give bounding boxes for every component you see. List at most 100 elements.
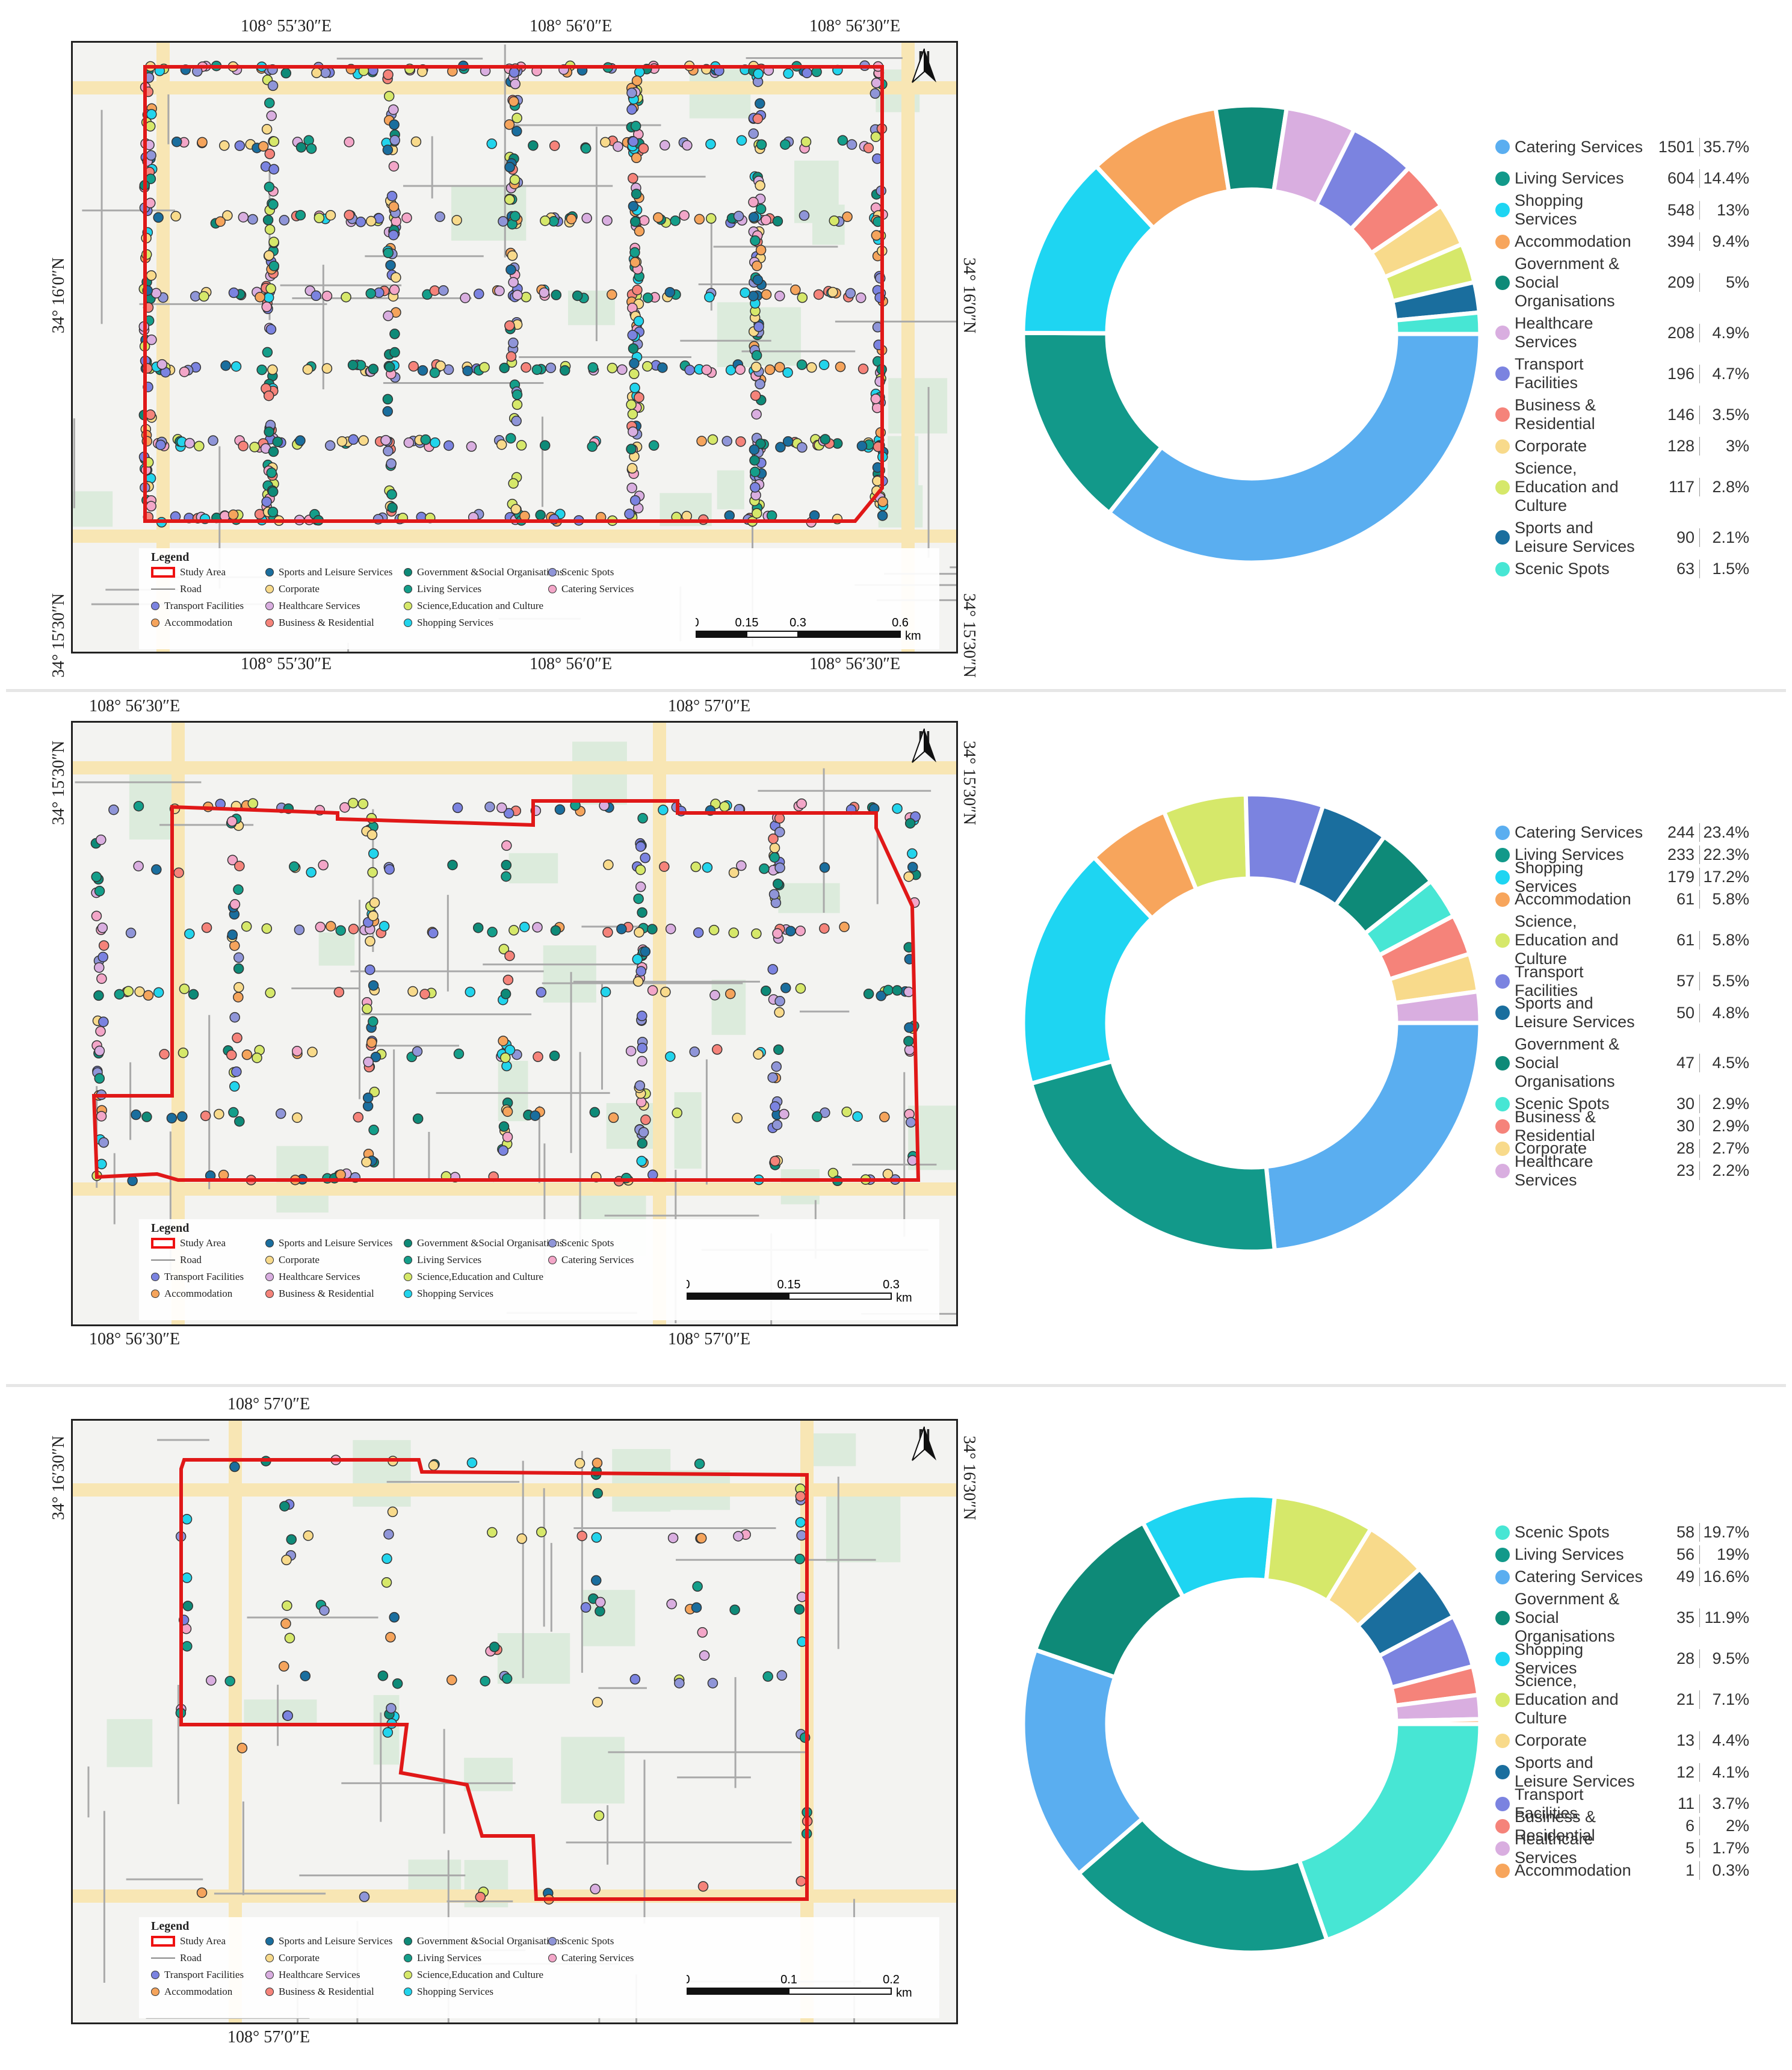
donut-slice-catering-services	[1264, 1021, 1483, 1253]
poi-point	[233, 992, 244, 1003]
poi-point	[696, 436, 707, 446]
poi-point	[247, 214, 258, 225]
poi-point	[302, 364, 314, 375]
poi-point	[383, 310, 394, 321]
legend-percent: 1.7%	[1712, 1839, 1749, 1857]
poi-point	[264, 224, 276, 235]
legend-label: Transport Facilities	[1515, 355, 1584, 392]
poi-point	[233, 982, 244, 993]
poi-point	[265, 283, 276, 294]
legend-road: Road	[151, 583, 202, 595]
green-area	[711, 980, 746, 1035]
bottom-coord-3: 108° 56′30″E	[809, 655, 901, 673]
legend-swatch	[1495, 1547, 1510, 1562]
poi-point	[770, 1155, 780, 1167]
poi-point	[388, 104, 399, 115]
poi-point	[752, 261, 762, 271]
green-area	[674, 1092, 702, 1169]
poi-point	[263, 292, 274, 303]
legend-title: Legend	[151, 1222, 190, 1235]
poi-point	[368, 910, 378, 921]
poi-point	[574, 1457, 585, 1469]
poi-point	[845, 288, 856, 299]
poi-point	[648, 440, 660, 451]
poi-point	[294, 924, 305, 935]
poi-point	[226, 816, 238, 827]
poi-point	[647, 924, 658, 935]
legend-percent: 5.5%	[1712, 972, 1749, 990]
poi-point	[452, 802, 463, 814]
legend-value: 57	[1646, 972, 1700, 990]
poi-point	[528, 140, 539, 151]
legend-value: 35	[1646, 1608, 1700, 1627]
legend-swatch	[1495, 1569, 1510, 1584]
poi-point	[749, 444, 760, 455]
poi-point	[632, 976, 644, 987]
poi-point	[388, 229, 399, 241]
poi-point	[629, 247, 640, 258]
poi-point	[770, 1101, 780, 1112]
scale-label: 0.6	[892, 616, 909, 629]
poi-point	[819, 923, 830, 934]
poi-point	[387, 502, 398, 513]
legend-row-healthcare-services: Healthcare Services 208 4.9%	[1495, 312, 1749, 353]
poi-point	[774, 826, 785, 838]
poi-point	[904, 818, 916, 829]
legend-value: 30	[1646, 1117, 1700, 1135]
poi-point	[420, 434, 431, 445]
poi-point	[779, 1108, 789, 1120]
poi-point	[800, 136, 812, 147]
poi-point	[336, 436, 348, 447]
poi-point	[638, 143, 649, 154]
map-legend: Legend Study Area Road Transport Facilitie…	[139, 1219, 939, 1320]
poi-point	[617, 364, 628, 375]
legend-value: 6	[1646, 1817, 1700, 1835]
poi-point	[780, 983, 791, 993]
poi-point	[600, 137, 611, 148]
poi-point	[386, 1703, 397, 1714]
poi-point	[362, 1092, 374, 1104]
legend-row-government-social-organisations: Government & Social Organisations 47 4.5%	[1495, 1033, 1749, 1093]
legend-value: 394	[1646, 232, 1700, 251]
poi-point	[366, 1037, 377, 1048]
legend-percent: 19.7%	[1703, 1523, 1749, 1541]
poi-point	[705, 138, 716, 150]
poi-point	[587, 441, 598, 452]
left-coord-1: 34° 15′30″N	[49, 740, 68, 826]
donut-slice-catering-services	[1021, 1647, 1146, 1877]
poi-point	[156, 359, 168, 370]
poi-point	[391, 272, 401, 283]
poi-point	[509, 174, 521, 185]
poi-point	[368, 1016, 378, 1027]
legend-business-residential: Business & Residential	[265, 617, 374, 629]
poi-point	[403, 437, 415, 448]
poi-point	[629, 1673, 641, 1685]
poi-point	[295, 435, 306, 446]
green-area	[318, 932, 355, 966]
poi-point	[504, 119, 515, 130]
poi-point	[733, 211, 744, 221]
legend-percent: 17.2%	[1703, 868, 1749, 886]
legend-swatch	[1495, 234, 1510, 249]
poi-point	[264, 181, 275, 193]
poi-point	[125, 927, 137, 939]
donut-slice-shopping-services	[1021, 854, 1155, 1086]
poi-point	[753, 68, 764, 79]
poi-point	[377, 1670, 389, 1681]
poi-point	[215, 216, 226, 227]
poi-point	[348, 924, 359, 935]
poi-point	[539, 440, 551, 451]
poi-point	[628, 173, 638, 184]
poi-point	[690, 861, 702, 873]
scale-unit: km	[905, 629, 921, 643]
scale-label: 0.2	[883, 1973, 900, 1986]
poi-point	[835, 361, 846, 372]
poi-point	[510, 504, 522, 515]
donut-slice-accommodation	[1394, 1717, 1483, 1726]
legend-row-healthcare-services: Healthcare Services 5 1.7%	[1495, 1830, 1749, 1867]
poi-point	[857, 363, 869, 374]
poi-point	[266, 110, 277, 122]
poi-point	[761, 214, 771, 226]
poi-point	[697, 1627, 708, 1638]
poi-point	[166, 1113, 178, 1123]
